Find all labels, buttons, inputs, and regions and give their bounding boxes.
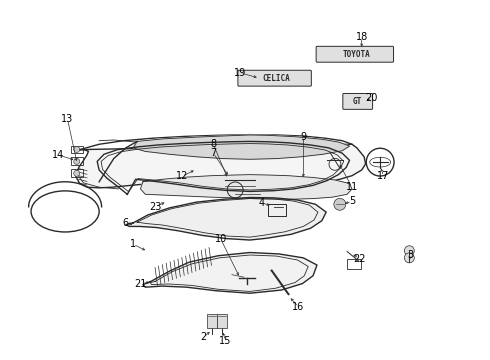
Text: 10: 10 (215, 234, 227, 244)
Polygon shape (133, 135, 349, 159)
Circle shape (74, 147, 80, 153)
Text: 14: 14 (51, 150, 64, 160)
Bar (71, 169, 83, 177)
Text: 19: 19 (234, 68, 246, 78)
Bar (217, 314, 227, 328)
Text: 7: 7 (210, 148, 217, 158)
Text: 9: 9 (300, 132, 306, 142)
Text: 5: 5 (349, 197, 355, 206)
Text: 22: 22 (353, 253, 366, 264)
Circle shape (74, 158, 80, 165)
Text: 11: 11 (346, 182, 358, 192)
Text: 4: 4 (259, 198, 265, 208)
Polygon shape (126, 198, 326, 240)
FancyBboxPatch shape (316, 46, 393, 62)
Text: 1: 1 (130, 239, 136, 249)
Bar (269, 204, 286, 216)
Bar (71, 145, 83, 153)
Bar (347, 260, 361, 269)
Bar (71, 157, 83, 165)
Circle shape (404, 246, 415, 256)
Polygon shape (141, 175, 352, 199)
Text: 2: 2 (200, 332, 207, 342)
Circle shape (334, 198, 346, 210)
Text: 21: 21 (134, 279, 147, 289)
Text: CELICA: CELICA (263, 74, 291, 83)
Text: 20: 20 (365, 93, 378, 103)
Text: GT: GT (353, 97, 362, 106)
Text: TOYOTA: TOYOTA (343, 50, 371, 59)
Text: 12: 12 (175, 171, 188, 181)
FancyBboxPatch shape (343, 94, 372, 109)
Circle shape (404, 253, 415, 263)
Circle shape (74, 170, 80, 176)
Text: 23: 23 (149, 202, 161, 212)
Text: 15: 15 (220, 336, 232, 346)
Bar (207, 314, 217, 328)
Polygon shape (76, 144, 366, 188)
Polygon shape (143, 252, 317, 293)
Text: 13: 13 (61, 114, 74, 124)
Text: 17: 17 (377, 171, 390, 181)
Text: 6: 6 (123, 218, 129, 228)
Text: 18: 18 (356, 32, 368, 42)
FancyBboxPatch shape (238, 70, 311, 86)
Text: 16: 16 (293, 302, 305, 312)
Text: 3: 3 (407, 250, 414, 260)
Text: 8: 8 (210, 139, 217, 149)
